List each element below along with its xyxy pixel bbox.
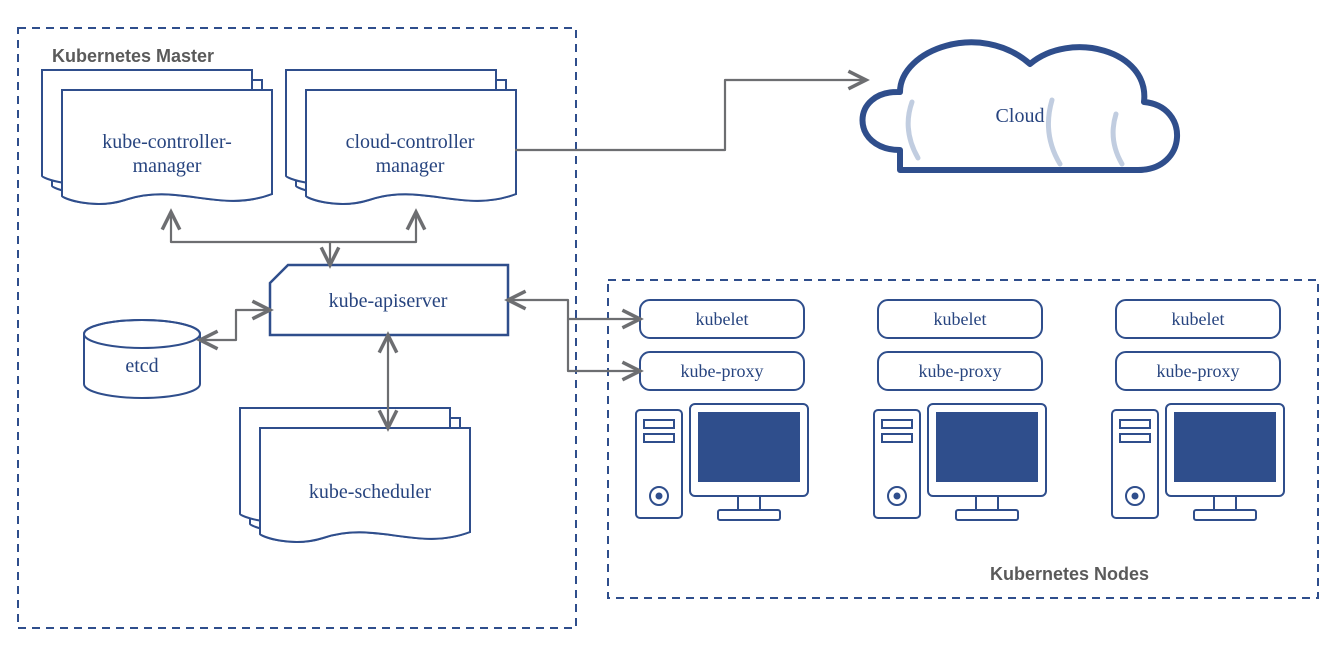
- node-label: kubelet: [696, 309, 749, 329]
- pc-tower-icon: [636, 410, 682, 518]
- kube-scheduler-node: kube-scheduler: [240, 408, 470, 542]
- node-label: kubelet: [1172, 309, 1225, 329]
- worker-node: kubelet kube-proxy: [1112, 300, 1284, 520]
- connector-arrow: [568, 319, 640, 371]
- cloud-controller-manager-node: cloud-controllermanager: [286, 70, 516, 204]
- connector-arrow: [515, 80, 866, 150]
- node-label: Cloud: [996, 105, 1045, 127]
- kube-apiserver-node: kube-apiserver: [270, 265, 508, 335]
- connector-arrow: [200, 310, 270, 340]
- pc-tower-icon: [1112, 410, 1158, 518]
- cloud-icon: Cloud: [863, 42, 1178, 170]
- node-label: kube-proxy: [681, 361, 764, 381]
- node-label: kubelet: [934, 309, 987, 329]
- node-label: etcd: [125, 355, 158, 377]
- group-title: Kubernetes Nodes: [990, 564, 1149, 584]
- group-title: Kubernetes Master: [52, 46, 214, 66]
- node-label: kube-scheduler: [309, 481, 432, 503]
- node-label: manager: [376, 155, 445, 177]
- node-label: kube-proxy: [919, 361, 1002, 381]
- kube-controller-manager-node: kube-controller-manager: [42, 70, 272, 204]
- node-label: kube-controller-: [102, 131, 232, 153]
- node-label: kube-apiserver: [329, 290, 448, 312]
- worker-node: kubelet kube-proxy: [874, 300, 1046, 520]
- node-label: kube-proxy: [1157, 361, 1240, 381]
- connector-arrow: [508, 300, 640, 319]
- connector-arrow: [330, 212, 416, 242]
- connector-arrow: [171, 212, 330, 242]
- node-label: manager: [133, 155, 202, 177]
- etcd-node: etcd: [84, 320, 200, 398]
- node-label: cloud-controller: [346, 131, 475, 153]
- worker-node: kubelet kube-proxy: [636, 300, 808, 520]
- pc-tower-icon: [874, 410, 920, 518]
